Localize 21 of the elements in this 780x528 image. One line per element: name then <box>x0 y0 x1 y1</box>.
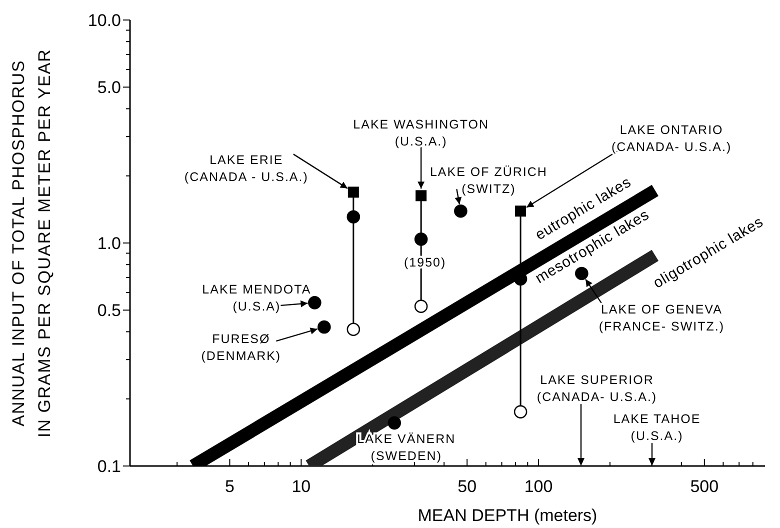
y-tick-label: 5.0 <box>97 78 121 98</box>
x-axis-title: MEAN DEPTH (meters) <box>418 506 598 525</box>
x-tick-label: 50 <box>458 477 477 496</box>
y-tick-label: 1.0 <box>97 234 121 253</box>
x-tick-label: 10 <box>292 477 311 496</box>
x-tick-label: 100 <box>524 477 553 496</box>
annotation: LAKE WASHINGTON (U.S.A.) <box>353 118 489 149</box>
annotation: FURESØ (DENMARK) <box>201 332 282 363</box>
annotation: LAKE ERIE (CANADA - U.S.A.) <box>184 153 308 184</box>
annotation: LAKE TAHOE (U.S.A.) <box>613 412 701 443</box>
annotation: LAKE OF ZÜRICH (SWITZ) <box>430 164 548 196</box>
y-tick-label: 0.1 <box>97 456 121 476</box>
x-tick-label: 5 <box>225 477 234 496</box>
y-tick-label: 10.0 <box>88 10 121 30</box>
annotation: LAKE OF GENEVA (FRANCE- SWITZ.) <box>598 302 725 334</box>
annotation: LAKE MENDOTA (U.S.A) <box>202 282 312 314</box>
x-tick-label: 500 <box>690 477 719 496</box>
annotation: LAKE SUPERIOR (CANADA- U.S.A.) <box>536 372 658 404</box>
y-tick-label: 0.5 <box>97 301 121 320</box>
y-axis-title: ANNUAL INPUT OF TOTAL PHOSPHORUS IN GRAMS PER SQUARE METER PER YEAR <box>8 48 54 438</box>
annotation: LAKE ONTARIO (CANADA- U.S.A.) <box>611 122 732 154</box>
